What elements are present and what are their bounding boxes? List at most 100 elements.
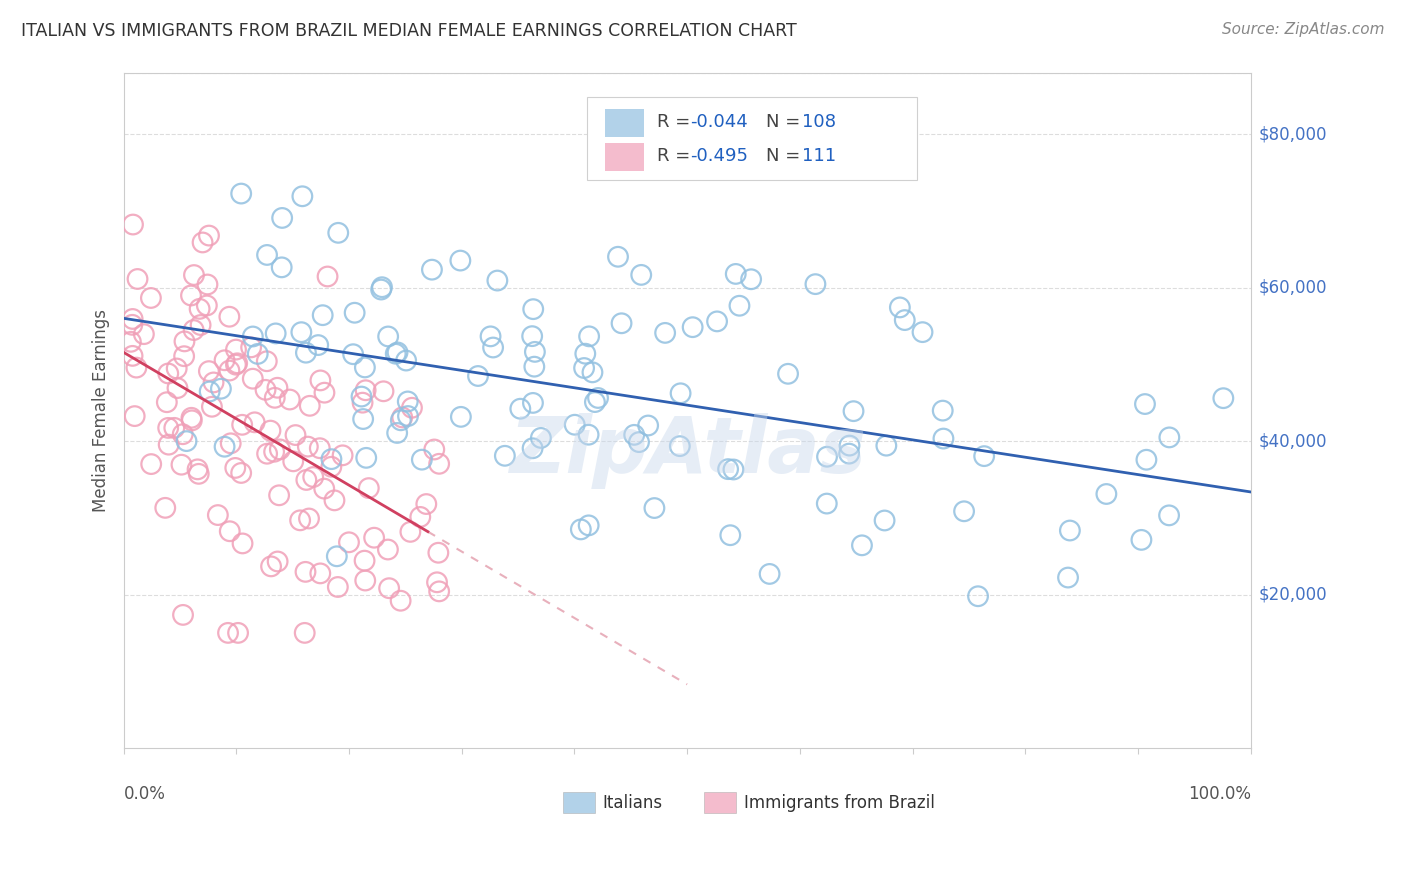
Point: [183, 323, 205, 337]
Point: [121, 318, 143, 332]
Point: [411, 452, 433, 467]
Point: [578, 427, 600, 442]
Point: [523, 344, 546, 359]
Point: [399, 524, 422, 539]
Point: [243, 415, 266, 429]
Point: [530, 431, 553, 445]
Point: [353, 554, 375, 568]
Point: [352, 395, 374, 409]
Point: [180, 410, 202, 425]
Point: [838, 439, 860, 453]
Point: [202, 376, 225, 390]
Point: [218, 310, 240, 324]
Point: [173, 349, 195, 363]
Point: [163, 421, 186, 435]
Point: [758, 566, 780, 581]
Point: [170, 458, 193, 472]
Text: Immigrants from Brazil: Immigrants from Brazil: [744, 794, 935, 812]
Point: [1130, 533, 1153, 547]
Point: [391, 410, 413, 425]
Point: [572, 361, 595, 376]
Point: [482, 341, 505, 355]
Point: [298, 399, 321, 413]
Point: [357, 481, 380, 495]
Point: [1059, 524, 1081, 538]
Point: [124, 409, 146, 423]
Point: [467, 369, 489, 384]
Point: [321, 459, 343, 474]
Point: [176, 434, 198, 449]
Text: 108: 108: [803, 113, 837, 131]
Point: [218, 524, 240, 539]
Point: [875, 439, 897, 453]
Point: [427, 584, 450, 599]
Point: [627, 435, 650, 450]
Point: [264, 326, 287, 341]
Point: [717, 462, 740, 476]
Point: [420, 262, 443, 277]
Point: [851, 538, 873, 552]
Point: [125, 360, 148, 375]
Point: [263, 391, 285, 405]
Point: [209, 382, 232, 396]
Point: [198, 364, 221, 378]
Point: [314, 482, 336, 496]
Point: [350, 390, 373, 404]
Point: [122, 218, 145, 232]
Point: [269, 442, 291, 457]
Point: [157, 367, 180, 381]
Bar: [704, 792, 735, 814]
Point: [1212, 391, 1234, 405]
Point: [321, 452, 343, 467]
Point: [643, 501, 665, 516]
Point: [371, 280, 394, 294]
Point: [312, 308, 335, 322]
Point: [132, 327, 155, 342]
Point: [295, 473, 318, 487]
Bar: [564, 792, 595, 814]
Text: $20,000: $20,000: [1260, 585, 1327, 604]
Point: [294, 565, 316, 579]
Point: [932, 432, 955, 446]
Point: [396, 394, 419, 409]
Point: [155, 500, 177, 515]
Point: [218, 363, 240, 377]
Point: [309, 566, 332, 581]
Point: [387, 345, 409, 359]
Point: [427, 546, 450, 560]
Point: [728, 299, 751, 313]
Point: [718, 528, 741, 542]
Point: [157, 437, 180, 451]
Point: [256, 447, 278, 461]
Point: [373, 384, 395, 399]
Point: [522, 396, 544, 410]
Point: [583, 395, 606, 409]
Point: [623, 428, 645, 442]
Point: [197, 277, 219, 292]
Point: [724, 267, 747, 281]
Point: [270, 260, 292, 275]
Point: [214, 440, 236, 454]
Point: [219, 436, 242, 450]
Point: [259, 424, 281, 438]
Point: [370, 283, 392, 297]
Text: $60,000: $60,000: [1260, 278, 1327, 297]
Point: [226, 356, 249, 370]
Point: [217, 626, 239, 640]
Point: [284, 428, 307, 442]
Point: [389, 593, 412, 607]
Point: [232, 536, 254, 550]
Point: [423, 442, 446, 457]
Point: [295, 345, 318, 359]
Point: [449, 253, 471, 268]
Point: [242, 329, 264, 343]
Point: [953, 504, 976, 518]
Point: [308, 441, 330, 455]
Point: [378, 581, 401, 595]
Point: [354, 383, 377, 397]
Point: [1095, 487, 1118, 501]
Point: [157, 421, 180, 435]
Text: N =: N =: [766, 147, 806, 165]
Point: [479, 329, 502, 343]
Point: [893, 313, 915, 327]
